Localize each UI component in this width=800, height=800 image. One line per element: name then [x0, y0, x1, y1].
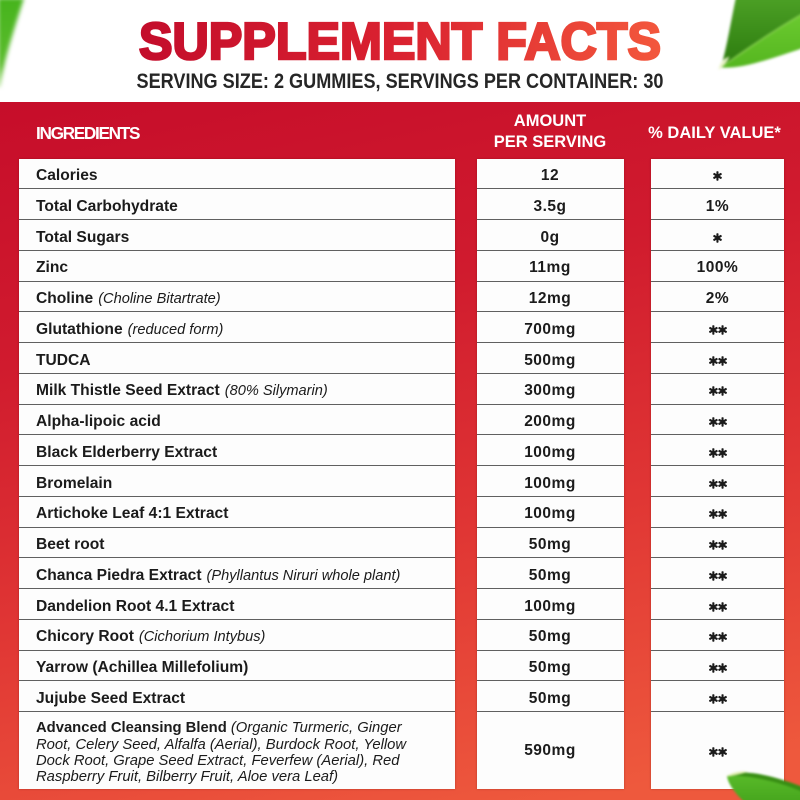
svg-text:SUPPLEMENT FACTS: SUPPLEMENT FACTS [139, 13, 661, 71]
svg-text:SERVING SIZE: 2 GUMMIES, SERVI: SERVING SIZE: 2 GUMMIES, SERVINGS PER CO… [137, 69, 664, 93]
